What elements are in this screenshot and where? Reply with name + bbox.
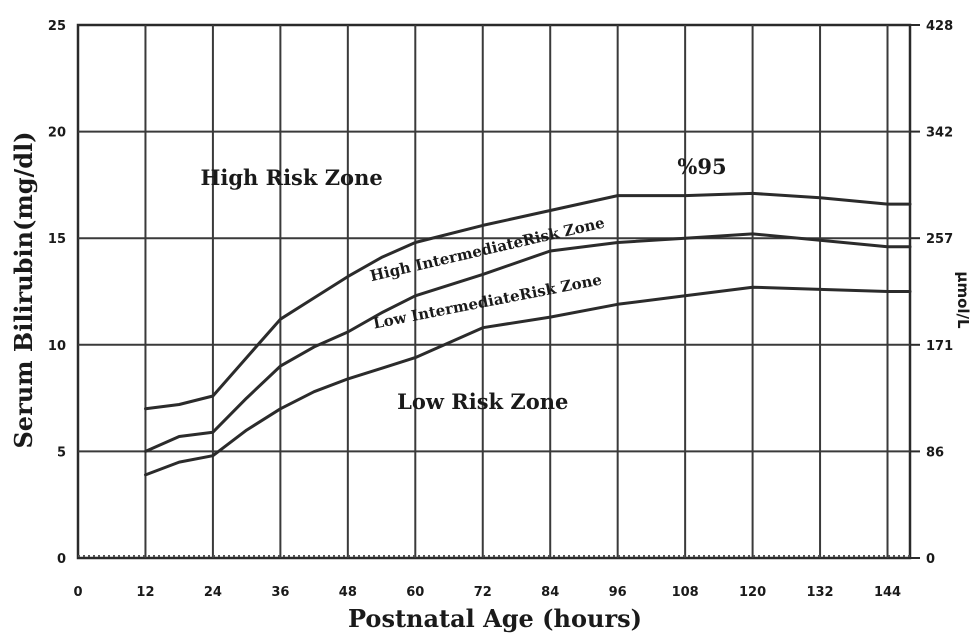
- percentile-curve-1: [144, 191, 912, 411]
- y2-tick-label: 428: [926, 19, 953, 34]
- percentile-curve-2: [144, 232, 912, 453]
- y2-tick-label: 171: [926, 339, 953, 354]
- y-tick-label: 5: [57, 445, 66, 460]
- y-tick-label: 0: [57, 552, 66, 567]
- x-tick-label: 132: [806, 585, 833, 600]
- zone-annotation: High Risk Zone: [201, 165, 383, 190]
- x-tick-label: 72: [474, 585, 492, 600]
- x-axis-title: Postnatal Age (hours): [348, 604, 642, 633]
- x-tick-label: 120: [739, 585, 766, 600]
- tick-layer: 0 12 24 36 48 60 72 84 96 108 120 132 144 0 5 10 15 20 25 0…: [48, 19, 953, 600]
- y-tick-label: 10: [48, 339, 66, 354]
- percentile-curve-3: [144, 285, 912, 477]
- x-tick-label: 48: [339, 585, 357, 600]
- y-tick-label: 15: [48, 232, 66, 247]
- zone-annotation: %95: [677, 154, 726, 179]
- x-tick-label: 84: [541, 585, 559, 600]
- x-tick-label: 12: [136, 585, 154, 600]
- y2-tick-label: 0: [926, 552, 935, 567]
- y-tick-label: 25: [48, 19, 66, 34]
- y2-tick-label: 86: [926, 445, 944, 460]
- x-tick-label: 96: [609, 585, 627, 600]
- x-tick-label: 0: [73, 585, 82, 600]
- y-tick-label: 20: [48, 126, 66, 141]
- x-tick-label: 36: [271, 585, 289, 600]
- y2-tick-label: 257: [926, 232, 953, 247]
- curve-layer: [144, 191, 912, 477]
- right-axis-unit: µmol/L: [954, 271, 972, 329]
- zone-annotation: Low Risk Zone: [397, 389, 568, 414]
- x-tick-label: 60: [406, 585, 424, 600]
- y2-tick-label: 342: [926, 126, 953, 141]
- x-tick-label: 24: [204, 585, 222, 600]
- x-tick-label: 144: [874, 585, 901, 600]
- y-axis-title: Serum Bilirubin(mg/dl): [9, 131, 38, 448]
- x-tick-label: 108: [672, 585, 699, 600]
